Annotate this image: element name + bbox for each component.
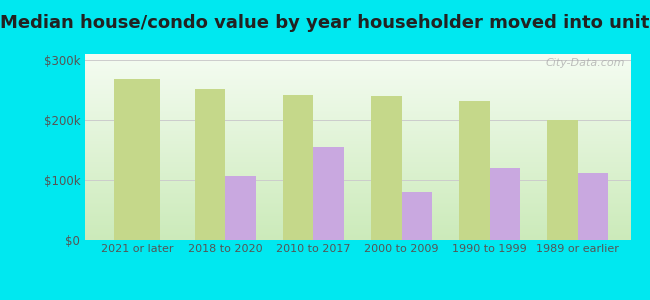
Bar xyxy=(489,168,521,240)
Bar xyxy=(313,147,345,240)
Bar xyxy=(370,96,402,240)
Bar xyxy=(194,89,226,240)
Bar xyxy=(459,101,489,240)
Bar xyxy=(547,120,578,240)
Text: City-Data.com: City-Data.com xyxy=(545,58,625,68)
Bar xyxy=(578,173,608,240)
Bar xyxy=(402,192,432,240)
Bar xyxy=(283,95,313,240)
Bar xyxy=(226,176,256,240)
Bar xyxy=(114,79,161,240)
Text: Median house/condo value by year householder moved into unit: Median house/condo value by year househo… xyxy=(0,14,650,32)
